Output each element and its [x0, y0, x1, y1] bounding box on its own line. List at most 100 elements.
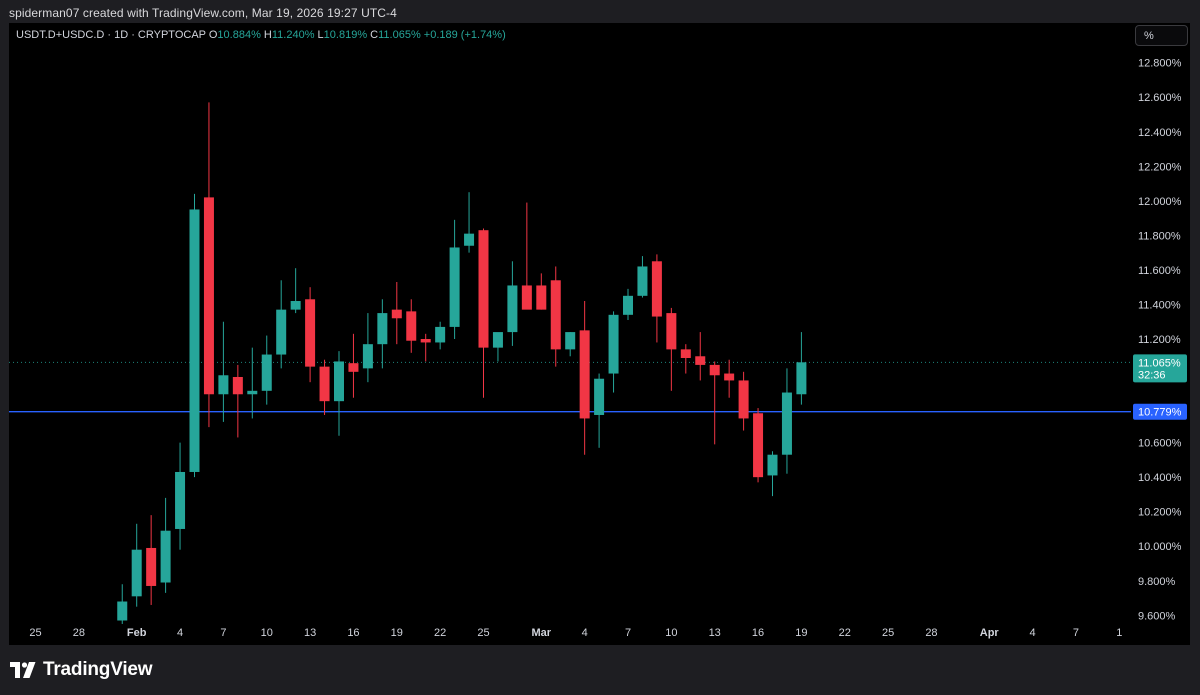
candle-body — [565, 332, 576, 350]
change-value: +0.189 (+1.74%) — [423, 29, 506, 41]
candle-body — [377, 313, 388, 345]
chart-credit: spiderman07 created with TradingView.com… — [9, 6, 397, 20]
x-tick-label: 7 — [1073, 627, 1079, 639]
candle-body — [550, 280, 561, 350]
x-tick-label: 22 — [839, 627, 851, 639]
candle-body — [695, 356, 706, 365]
candle-body — [651, 261, 662, 317]
symbol-label[interactable]: USDT.D+USDC.D · 1D · CRYPTOCAP — [16, 29, 206, 41]
tradingview-logo[interactable]: TradingView — [10, 659, 153, 681]
low-value: 10.819% — [323, 29, 368, 41]
candle-body — [608, 314, 619, 374]
x-tick-label: 25 — [29, 627, 41, 639]
candle-body — [507, 285, 518, 333]
open-value: 10.884% — [217, 29, 261, 41]
candle-body — [709, 364, 720, 376]
candle-body — [406, 311, 417, 341]
y-tick-label: 9.800% — [1138, 576, 1176, 588]
candle-body — [203, 197, 214, 395]
close-value: 11.065% — [378, 29, 421, 41]
tradingview-logo-icon — [10, 662, 36, 678]
candle-body — [232, 376, 243, 395]
y-tick-label: 12.000% — [1138, 196, 1182, 208]
candle-body — [680, 349, 691, 358]
percent-scale-button[interactable]: % — [1135, 25, 1188, 46]
x-tick-label: 19 — [795, 627, 807, 639]
candle-body — [247, 390, 258, 395]
x-tick-label: Apr — [980, 627, 1000, 639]
x-tick-label: 10 — [261, 627, 273, 639]
tradingview-brand: TradingView — [43, 659, 153, 680]
y-tick-label: 11.800% — [1138, 230, 1181, 242]
candle-body — [738, 380, 749, 419]
x-tick-label: 4 — [177, 627, 183, 639]
candle-body — [391, 309, 402, 319]
x-tick-label: Mar — [532, 627, 552, 639]
open-label: O — [208, 29, 218, 41]
candle-body — [131, 549, 142, 597]
candle-body — [290, 301, 301, 310]
y-tick-label: 12.600% — [1138, 92, 1182, 104]
x-tick-label: 19 — [391, 627, 403, 639]
candle-body — [175, 471, 186, 529]
chart-panel[interactable]: 12.800% 12.600% 12.400% 12.200% 12.000% 11.80… — [9, 23, 1190, 645]
x-tick-label: 7 — [625, 627, 631, 639]
y-tick-label: 12.400% — [1138, 127, 1182, 139]
candle-body — [160, 530, 171, 583]
x-tick-label: 16 — [347, 627, 359, 639]
x-tick-label: 25 — [882, 627, 894, 639]
candle-body — [579, 330, 590, 419]
ohlc-legend: USDT.D+USDC.D · 1D · CRYPTOCAP O10.884% … — [16, 29, 506, 41]
candle-body — [435, 326, 446, 343]
candlestick-chart[interactable]: 12.800% 12.600% 12.400% 12.200% 12.000% 11.80… — [9, 23, 1190, 645]
bar-countdown-label: 32:36 — [1138, 369, 1166, 381]
candle-body — [492, 332, 503, 348]
candle-body — [781, 392, 792, 455]
candle-body — [536, 285, 547, 310]
candle-body — [637, 266, 648, 296]
candle-body — [420, 339, 431, 343]
y-tick-label: 10.000% — [1138, 541, 1182, 553]
candle-body — [594, 378, 605, 415]
low-label: L — [317, 29, 324, 41]
x-tick-label: 13 — [304, 627, 316, 639]
last-price-label: 11.065% — [1138, 357, 1181, 369]
y-tick-label: 11.200% — [1138, 334, 1181, 346]
x-tick-label: 13 — [709, 627, 721, 639]
high-label: H — [263, 29, 272, 41]
y-tick-label: 10.200% — [1138, 507, 1182, 519]
candle-body — [146, 547, 157, 586]
candle-body — [478, 230, 489, 348]
level-price-label: 10.779% — [1138, 407, 1182, 419]
x-tick-label: 28 — [73, 627, 85, 639]
x-tick-label: 10 — [665, 627, 677, 639]
candle-body — [319, 366, 330, 402]
candle-body — [218, 375, 229, 395]
candle-body — [666, 313, 677, 350]
candle-body — [464, 233, 475, 246]
high-value: 11.240% — [271, 29, 315, 41]
x-tick-label: 1 — [1116, 627, 1122, 639]
x-tick-label: 16 — [752, 627, 764, 639]
y-tick-label: 9.600% — [1138, 610, 1176, 622]
y-tick-label: 11.600% — [1138, 265, 1181, 277]
candle-body — [276, 309, 287, 355]
last-price-badge — [1133, 354, 1187, 383]
candle-body — [796, 362, 807, 395]
y-tick-label: 12.200% — [1138, 161, 1182, 173]
candle-body — [334, 361, 344, 402]
y-tick-label: 10.600% — [1138, 438, 1182, 450]
candle-body — [449, 247, 460, 327]
close-label: C — [370, 29, 379, 41]
x-tick-label: 4 — [1030, 627, 1036, 639]
x-tick-label: 28 — [925, 627, 937, 639]
candle-body — [189, 209, 200, 472]
candle-body — [117, 601, 128, 621]
candle-body — [521, 285, 532, 310]
y-tick-label: 10.400% — [1138, 472, 1182, 484]
candle-body — [724, 373, 735, 381]
x-tick-label: 25 — [477, 627, 489, 639]
x-tick-label: 4 — [582, 627, 588, 639]
candle-body — [261, 354, 272, 391]
candle-body — [348, 363, 359, 372]
